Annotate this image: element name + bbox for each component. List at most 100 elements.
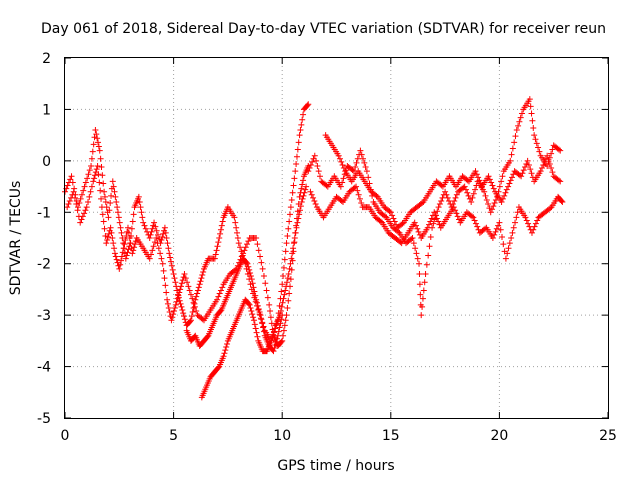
data-point-interp xyxy=(166,309,173,316)
data-point xyxy=(120,245,127,252)
data-point xyxy=(250,317,257,324)
data-point-interp xyxy=(449,201,456,208)
data-point-interp xyxy=(354,155,361,162)
data-point-interp xyxy=(452,207,459,214)
data-point-interp xyxy=(200,268,207,275)
data-point xyxy=(103,240,110,247)
data-point-interp xyxy=(438,182,445,189)
data-point-interp xyxy=(516,118,523,125)
data-point xyxy=(279,337,286,344)
y-tick-label: 0 xyxy=(42,154,51,170)
data-point-interp xyxy=(435,218,442,225)
data-point-interp xyxy=(178,303,185,310)
data-point-interp xyxy=(530,124,537,131)
data-point xyxy=(122,255,129,262)
data-point xyxy=(118,229,125,236)
data-point-interp xyxy=(84,175,91,182)
data-point-interp xyxy=(546,160,553,167)
data-point-interp xyxy=(287,211,294,218)
data-point-interp xyxy=(194,287,201,294)
data-point-interp xyxy=(121,241,128,248)
data-point-interp xyxy=(514,209,521,216)
data-point-interp xyxy=(522,164,529,171)
data-point-interp xyxy=(249,280,256,287)
data-point-interp xyxy=(139,214,146,221)
data-point-interp xyxy=(204,333,211,340)
data-point-interp xyxy=(426,243,433,250)
data-point-interp xyxy=(171,275,178,282)
data-point xyxy=(179,307,186,313)
data-point-interp xyxy=(108,229,115,236)
data-point-interp xyxy=(137,204,144,211)
data-point-interp xyxy=(222,347,229,354)
data-point-interp xyxy=(362,164,369,171)
data-point-interp xyxy=(532,136,539,143)
data-point-interp xyxy=(555,146,562,153)
data-point-interp xyxy=(185,283,192,290)
data-point-interp xyxy=(258,316,265,323)
data-point-interp xyxy=(289,250,296,257)
data-point-interp xyxy=(283,279,290,286)
data-point-interp xyxy=(91,172,98,179)
data-point-interp xyxy=(119,249,126,256)
data-point xyxy=(101,188,108,195)
data-point-interp xyxy=(221,350,228,357)
data-point-interp xyxy=(439,194,446,201)
data-point-interp xyxy=(162,282,169,289)
data-point xyxy=(307,188,314,195)
data-point-interp xyxy=(159,233,166,240)
data-point-interp xyxy=(167,254,174,261)
data-point-interp xyxy=(340,165,347,172)
data-point-interp xyxy=(87,188,94,195)
data-point-interp xyxy=(186,287,193,294)
data-point-interp xyxy=(453,210,460,217)
data-point xyxy=(153,235,160,241)
data-point-interp xyxy=(263,287,270,294)
data-point-interp xyxy=(523,160,530,167)
data-point-interp xyxy=(91,175,98,182)
data-point-interp xyxy=(286,290,293,297)
data-point-interp xyxy=(181,313,188,320)
data-point xyxy=(146,255,153,262)
data-point xyxy=(468,199,475,205)
data-point-interp xyxy=(508,174,515,181)
data-point-interp xyxy=(454,213,461,220)
data-point xyxy=(268,337,275,344)
data-point-interp xyxy=(499,233,506,240)
data-point-interp xyxy=(272,341,279,348)
data-point-interp xyxy=(214,243,221,250)
data-point xyxy=(337,183,344,190)
data-point-interp xyxy=(120,240,127,247)
data-point-interp xyxy=(512,133,519,140)
data-point-interp xyxy=(527,166,534,173)
data-point-interp xyxy=(549,146,556,153)
data-point xyxy=(411,219,418,226)
data-point-interp xyxy=(259,320,266,327)
data-point-interp xyxy=(93,166,100,173)
y-tick-label: -5 xyxy=(37,411,51,427)
data-point-interp xyxy=(81,210,88,217)
data-point-interp xyxy=(284,232,291,239)
data-point-interp xyxy=(252,292,259,299)
data-point-interp xyxy=(198,275,205,282)
data-point xyxy=(259,265,266,272)
data-point-interp xyxy=(509,145,516,152)
data-point-interp xyxy=(253,329,260,336)
data-point-interp xyxy=(549,169,556,176)
data-point xyxy=(211,255,218,262)
data-point-interp xyxy=(252,325,259,332)
data-point-interp xyxy=(531,223,538,230)
data-point-interp xyxy=(163,289,170,296)
data-point-interp xyxy=(301,189,308,196)
data-point-interp xyxy=(176,289,183,296)
data-point-interp xyxy=(150,243,157,250)
data-point-interp xyxy=(160,267,167,274)
data-point-interp xyxy=(408,236,415,243)
data-point-interp xyxy=(117,224,124,231)
data-point-interp xyxy=(104,237,111,244)
data-point-interp xyxy=(163,235,170,241)
grid xyxy=(65,58,608,418)
data-point-interp xyxy=(244,241,251,248)
data-point xyxy=(528,229,535,236)
data-point xyxy=(531,132,538,139)
